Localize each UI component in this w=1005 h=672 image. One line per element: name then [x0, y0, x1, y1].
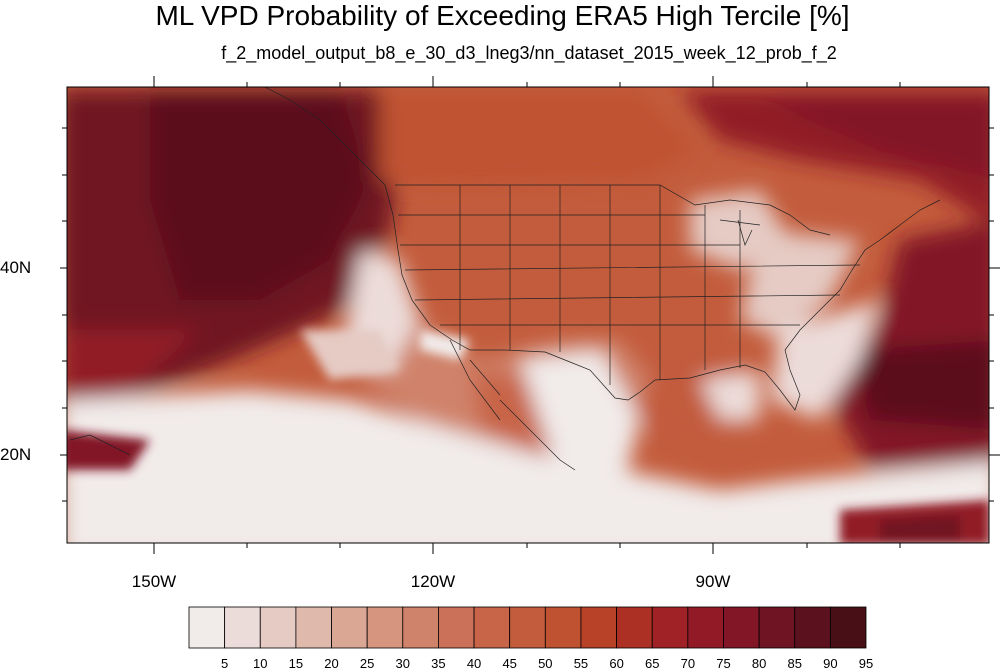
colorbar-swatch [723, 606, 760, 649]
colorbar-swatch [366, 606, 404, 649]
colorbar-label: 20 [324, 656, 339, 671]
colorbar-swatch [829, 606, 867, 649]
colorbar-label: 35 [431, 656, 446, 671]
colorbar-label: 55 [573, 656, 589, 671]
colorbar-swatch [295, 606, 332, 649]
colorbar-swatch [438, 606, 475, 649]
lon-label-90w: 90W [695, 572, 731, 591]
axis-ticks [60, 76, 1000, 554]
colorbar-swatch [473, 606, 511, 649]
colorbar-label: 40 [466, 656, 482, 671]
colorbar-swatch [758, 606, 796, 649]
colorbar-label: 60 [609, 656, 624, 671]
colorbar-swatch [509, 606, 546, 649]
lon-label-150w: 150W [131, 572, 177, 591]
colorbar-label: 90 [823, 656, 838, 671]
colorbar-swatch [259, 606, 297, 649]
colorbar-swatch [616, 606, 653, 649]
colorbar-label: 15 [288, 656, 304, 671]
colorbar-label: 45 [502, 656, 517, 671]
colorbar-swatch [651, 606, 689, 649]
colorbar-swatch [331, 606, 368, 649]
colorbar-label: 50 [538, 656, 553, 671]
lat-label-40n: 40N [0, 258, 32, 277]
colorbar-swatch [224, 606, 261, 649]
colorbar-label: 30 [395, 656, 411, 671]
colorbar-swatch [794, 606, 831, 649]
lat-label-20n: 20N [0, 445, 32, 464]
colorbar-label: 5 [221, 656, 229, 671]
colorbar-label: 10 [253, 656, 268, 671]
colorbar-label: 25 [359, 656, 375, 671]
colorbar-label: 75 [716, 656, 731, 671]
colorbar-swatch [188, 606, 226, 649]
colorbar-label: 85 [787, 656, 802, 671]
map-title: ML VPD Probability of Exceeding ERA5 Hig… [155, 0, 850, 31]
colorbar-label: 80 [751, 656, 767, 671]
coastlines [69, 87, 941, 471]
probability-field [67, 87, 989, 543]
colorbar-swatch [402, 606, 439, 649]
colorbar-label: 65 [644, 656, 660, 671]
colorbar-swatch [687, 606, 724, 649]
colorbar-swatch [544, 606, 582, 649]
colorbar [188, 606, 867, 649]
colorbar-label: 70 [680, 656, 696, 671]
map-subtitle: f_2_model_output_b8_e_30_d3_lneg3/nn_dat… [221, 43, 837, 63]
colorbar-swatch [580, 606, 617, 649]
colorbar-label: 95 [858, 656, 874, 671]
lon-label-120w: 120W [410, 572, 456, 591]
